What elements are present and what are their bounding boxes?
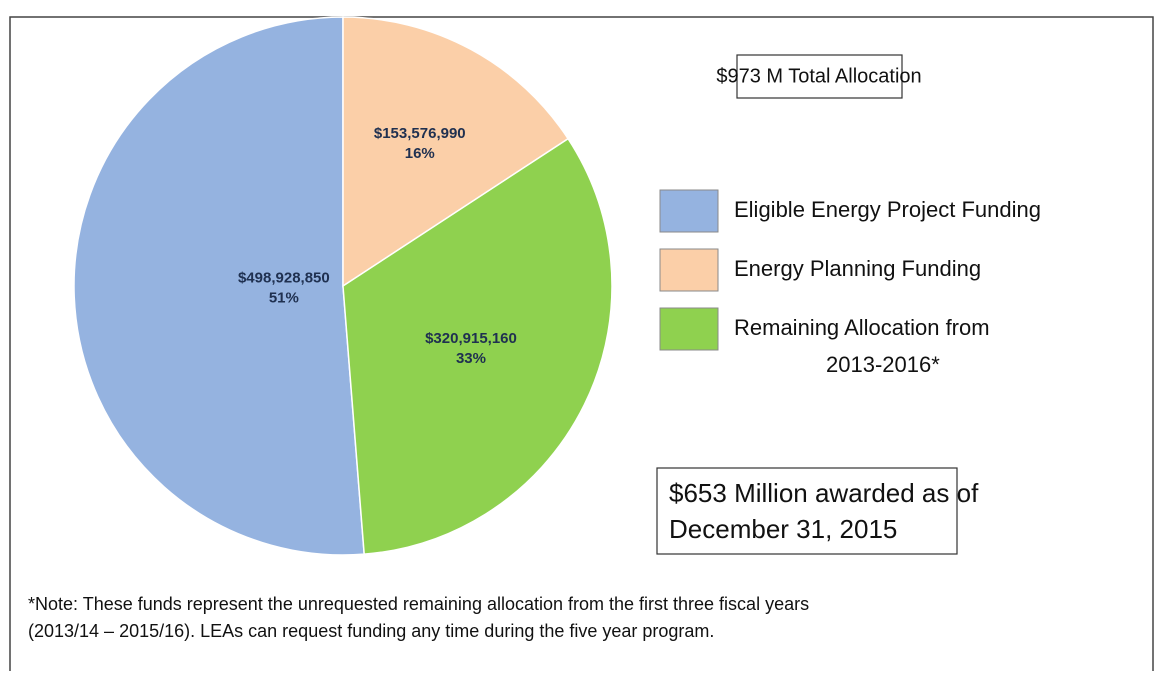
note-line: *Note: These funds represent the unreque… — [28, 594, 809, 614]
pie-slice — [342, 16, 570, 288]
pie-slice — [73, 16, 365, 556]
legend-swatch — [659, 307, 719, 351]
percent-label: 33% — [456, 350, 486, 367]
total-box — [736, 54, 903, 99]
legend-swatch — [659, 189, 719, 233]
legend-swatch — [659, 248, 719, 292]
note-line: (2013/14 – 2015/16). LEAs can request fu… — [28, 621, 714, 641]
legend-label: Eligible Energy Project Funding — [734, 197, 1041, 222]
awarded-annotation: $653 Million awarded as of December 31, 2… — [669, 478, 979, 544]
percent-label: 16% — [405, 145, 435, 162]
value-label: $320,915,160 — [425, 330, 517, 347]
value-label: $153,576,990 — [374, 125, 466, 142]
total-annotation: $973 M Total Allocation — [716, 65, 921, 87]
legend-label: Remaining Allocation from 2013-2016* — [734, 315, 990, 377]
percent-label: 51% — [269, 289, 299, 306]
pie-slice — [342, 137, 613, 555]
value-label: $498,928,850 — [238, 269, 330, 286]
legend-label: Energy Planning Funding — [734, 256, 981, 281]
awarded-box — [656, 467, 958, 555]
